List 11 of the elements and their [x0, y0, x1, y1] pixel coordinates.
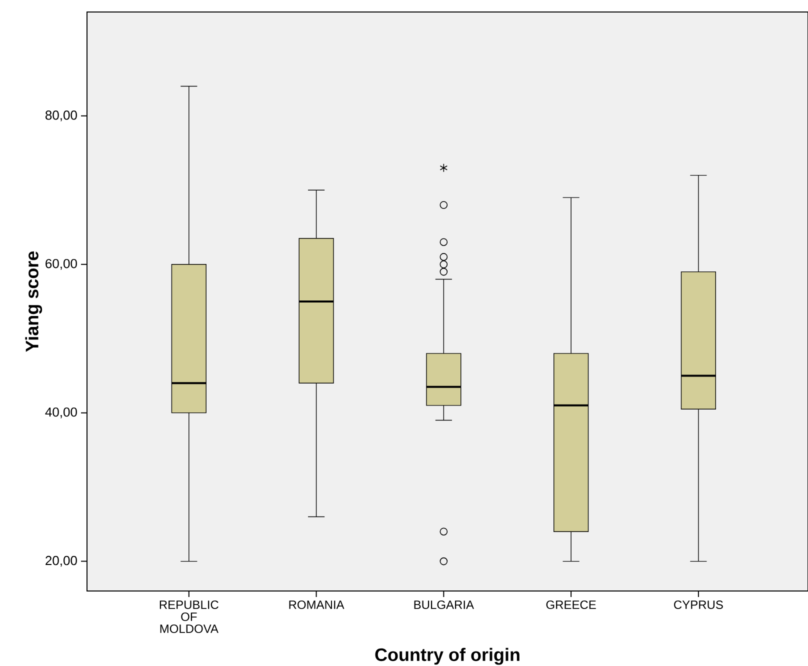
- y-tick-label: 60,00: [46, 259, 77, 270]
- x-tick-label: CYPRUS: [674, 600, 723, 610]
- x-tick-label: ROMANIA: [289, 600, 344, 610]
- x-tick-label: GREECE: [546, 600, 596, 610]
- x-tick-label: REPUBLIC OF MOLDOVA: [160, 600, 218, 634]
- y-tick-label: 40,00: [45, 407, 77, 418]
- y-axis-title: Yiang score: [25, 251, 42, 352]
- y-tick-label: 80,00: [46, 110, 77, 122]
- y-tick-label: 20,00: [46, 556, 77, 567]
- x-tick-label: BULGARIA: [414, 600, 474, 610]
- x-axis-title: Country of origin: [375, 648, 520, 665]
